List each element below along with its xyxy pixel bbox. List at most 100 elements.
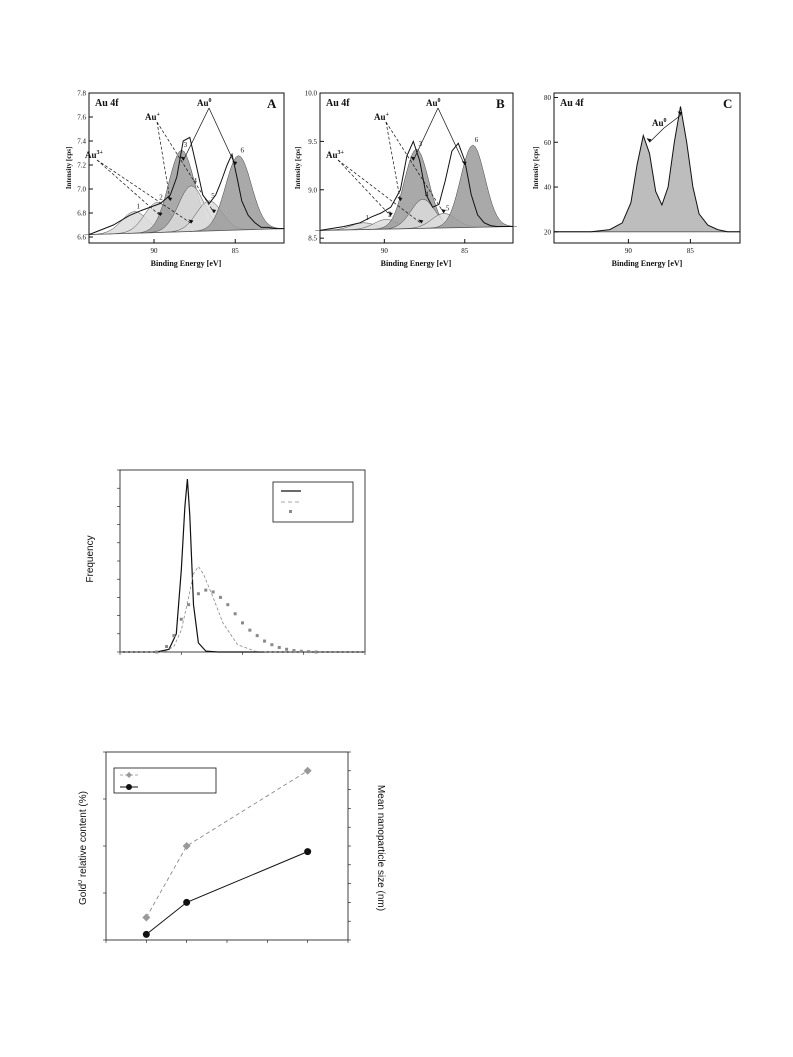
arrow-head: [418, 219, 424, 224]
series-square-point: [187, 603, 191, 607]
species-arrow: [385, 121, 445, 214]
x-tick-label: 90: [151, 247, 159, 255]
x-ticks: 90 85: [151, 239, 239, 255]
series-square-point: [307, 650, 311, 654]
species-label: Au+: [145, 112, 161, 122]
series-square-point: [285, 647, 289, 651]
series-square-point: [179, 617, 183, 621]
component-peak-6: [189, 155, 285, 232]
data-series: [88, 136, 285, 236]
diamond-point: [182, 842, 191, 850]
peak-number-label: 5: [211, 192, 215, 200]
data-series: [142, 766, 312, 938]
y-tick-label: 8.5: [308, 235, 317, 243]
species-arrow: [649, 127, 665, 143]
arrow-head: [188, 219, 194, 224]
y-axis-label: Intensity [cps]: [294, 147, 302, 190]
x-tick-label: 85: [461, 247, 469, 255]
x-axis-label: Binding Energy [eV]: [151, 259, 222, 268]
peak-number-label: 6: [241, 147, 245, 155]
y-tick-label: 6.6: [77, 234, 86, 242]
y-tick-label: 9.0: [308, 186, 317, 194]
y-tick-label: 7.2: [77, 162, 86, 170]
peak-number-label: 6: [475, 136, 479, 144]
x-ticks: 90 85: [381, 239, 469, 255]
series-square-point: [204, 588, 208, 592]
plot-frame: [319, 92, 514, 244]
species-label: Au+: [374, 112, 390, 122]
x-ticks: 90 85: [625, 239, 695, 255]
species-arrow: [337, 159, 392, 217]
series-square-point: [155, 650, 159, 654]
series-square-point: [263, 639, 267, 643]
arrow-head: [646, 138, 652, 143]
y-tick-label: 7.6: [77, 114, 86, 122]
species-arrow: [156, 121, 215, 214]
y-ticks: 6.6 6.8 7.0 7.2 7.4 7.6 7.8: [77, 90, 93, 242]
species-label: Au3+: [85, 150, 104, 160]
series-dashed: [120, 565, 365, 653]
x-tick-label: 90: [381, 247, 389, 255]
data-series: [554, 106, 740, 233]
frequency-plot: Frequency: [85, 469, 366, 655]
species-arrow: [182, 107, 210, 161]
background-line: [319, 226, 514, 231]
spectrum-line: [554, 106, 740, 233]
legend-swatch-squares: [289, 510, 292, 513]
arrow-head: [157, 212, 163, 216]
y-tick-label: 7.8: [77, 90, 86, 98]
x-tick-label: 90: [625, 247, 633, 255]
series-square-point: [314, 650, 318, 654]
arrow-head: [211, 209, 217, 213]
y-axis-label-right: Mean nanoparticle size (nm): [375, 785, 386, 911]
series-square-point: [165, 645, 169, 649]
species-label: Au3+: [326, 150, 345, 160]
series-square-point: [277, 645, 281, 649]
species-arrow: [412, 107, 439, 161]
species-arrow: [337, 159, 422, 224]
series-gold-content-line: [145, 770, 308, 918]
species-arrow: [96, 159, 161, 217]
peak-number-label: 1: [137, 203, 141, 211]
arrow-head: [410, 156, 416, 161]
series-square-point: [233, 612, 237, 616]
peak-fill: [554, 106, 740, 232]
annotations: Au0: [646, 111, 683, 143]
x-axis-label: Binding Energy [eV]: [381, 259, 452, 268]
axis-ticks: [103, 751, 351, 943]
y-tick-label: 60: [544, 139, 552, 147]
y-ticks: 20 40 60 80: [544, 94, 558, 236]
series-solid: [120, 479, 365, 653]
data-series: [120, 479, 365, 654]
background-line: [88, 228, 285, 235]
y-axis-label-left: Gold0 relative content (%): [78, 791, 89, 905]
series-square-point: [255, 634, 259, 638]
y-tick-label: 7.0: [77, 186, 86, 194]
species-arrow: [663, 115, 681, 129]
y-tick-label: 20: [544, 228, 552, 236]
corner-label: Au 4f: [560, 98, 584, 109]
peak-number-label: 4: [193, 177, 197, 185]
x-axis-label: Binding Energy [eV]: [612, 259, 683, 268]
peak-number-label: 2: [159, 194, 163, 202]
y-axis-label: Frequency: [85, 535, 96, 582]
panel-letter: A: [267, 96, 277, 111]
legend-marker-diamond: [126, 772, 132, 778]
x-tick-label: 85: [687, 247, 695, 255]
species-arrow: [437, 107, 466, 166]
species-label: Au0: [652, 118, 667, 128]
diamond-point: [142, 913, 151, 922]
series-square-point: [226, 603, 230, 607]
peak-number-label: 3: [184, 141, 188, 149]
peak-number-label: 3: [419, 140, 423, 148]
series-square-point: [241, 621, 244, 625]
series-square-point: [292, 649, 296, 653]
corner-label: Au 4f: [95, 98, 119, 109]
series-square-point: [211, 590, 215, 594]
legend-marker-circle: [126, 784, 132, 790]
component-fills: 1 2 3 4 5 6: [85, 141, 285, 235]
component-fills: [554, 106, 740, 232]
